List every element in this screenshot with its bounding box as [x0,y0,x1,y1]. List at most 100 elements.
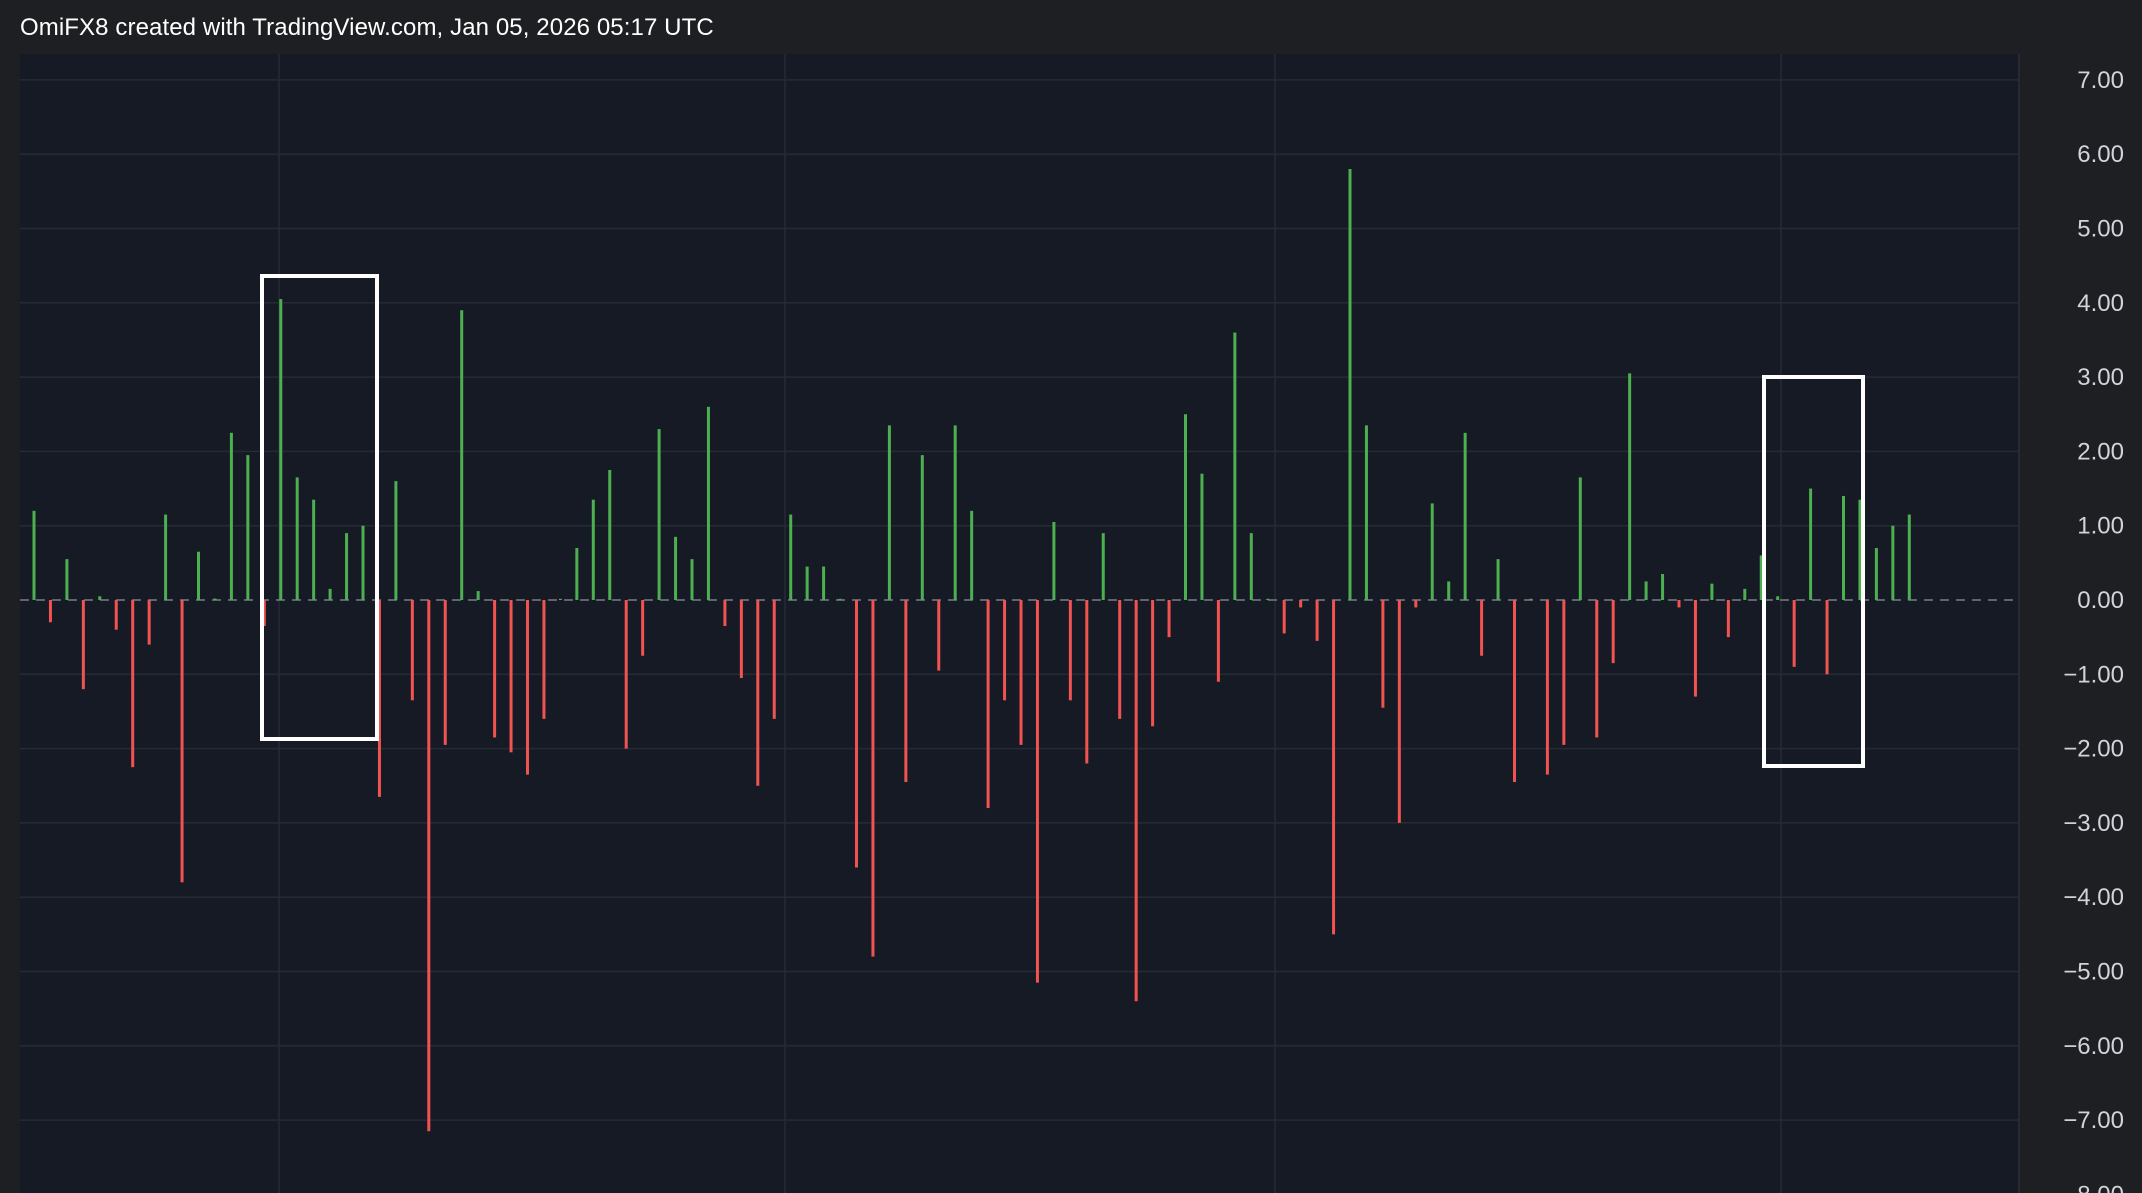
y-tick-label: −1.00 [2063,661,2124,688]
highlight-box-right [1762,375,1865,768]
bar [526,600,529,775]
bar [1019,600,1023,745]
bar [1068,600,1072,701]
bar [723,600,727,626]
bar [1710,583,1714,600]
bar [657,429,661,600]
bar [1414,600,1418,608]
bar [953,425,957,600]
bar [377,600,381,797]
bar [1661,574,1665,600]
bar [887,425,891,600]
bar [1282,600,1286,634]
bar [1151,600,1155,727]
bar [1348,169,1352,600]
bar [1085,600,1089,764]
bar [739,600,743,679]
bar [1381,600,1385,708]
bar [1743,588,1747,600]
bar [493,600,497,738]
bar [542,600,546,719]
bar-series [32,169,1911,1132]
bar [1809,488,1813,600]
bar [1858,499,1862,600]
y-tick-label: −8.00 [2063,1181,2124,1193]
bar [81,600,85,690]
bar [1101,533,1105,600]
bar [1496,559,1500,600]
bar [147,600,151,645]
bar [229,432,233,600]
y-tick-label: 1.00 [2077,513,2124,540]
bar [838,598,842,600]
bar [690,559,694,600]
bar [443,600,447,745]
y-tick-label: 5.00 [2077,216,2124,243]
bar [789,514,793,600]
bar [1035,600,1039,983]
bar [460,310,464,600]
y-tick-label: −4.00 [2063,884,2124,911]
bar [312,499,316,600]
bar [986,600,990,809]
bar [1545,600,1549,775]
bar [772,600,776,719]
bar [1644,581,1648,600]
bar [1118,600,1122,719]
bar [1315,600,1319,641]
bar [1907,514,1911,600]
bar [295,477,299,600]
bar [1249,533,1253,600]
bar [509,600,513,753]
bar [1200,473,1204,600]
bar [1529,598,1533,600]
bar [1792,600,1796,667]
bar [1052,521,1056,600]
bar [476,591,480,600]
y-tick-label: −5.00 [2063,959,2124,986]
bar [48,600,52,623]
bar [180,600,184,883]
bar [1825,600,1829,675]
bar [1364,425,1368,600]
bar [1463,432,1467,600]
bar [114,600,118,630]
bar [1578,477,1582,600]
bar [279,299,283,600]
bar [1693,600,1697,697]
bar [1874,547,1878,600]
bar [871,600,875,957]
bar [706,406,710,600]
price-axis[interactable]: 7.00 6.00 5.00 4.00 3.00 2.00 1.00 0.00 −1.00 −2.… [2063,67,2124,1193]
y-tick-label: 7.00 [2077,67,2124,94]
bar [1266,598,1270,600]
bar [970,510,974,600]
y-tick-label: 3.00 [2077,364,2124,391]
bar [345,533,349,600]
y-tick-label: −2.00 [2063,736,2124,763]
bar [1003,600,1007,701]
bar [213,598,217,600]
highlight-box-left [260,274,379,741]
bar [674,536,678,600]
bar [361,525,365,600]
bar [1842,495,1845,600]
bar [855,600,858,868]
bar [1397,600,1401,823]
bar [98,596,102,600]
bar [1332,600,1336,935]
y-tick-label: −7.00 [2063,1107,2124,1134]
bar [1595,600,1599,738]
y-tick-label: 6.00 [2077,141,2124,168]
attribution-text: OmiFX8 created with TradingView.com, Jan… [20,14,714,41]
bar [608,469,612,600]
bar [427,600,431,1132]
bar [1233,332,1237,600]
bar [32,510,36,600]
bar [558,598,562,600]
bar [131,600,135,768]
bar [624,600,628,749]
bar [575,547,579,600]
bar [65,559,69,600]
